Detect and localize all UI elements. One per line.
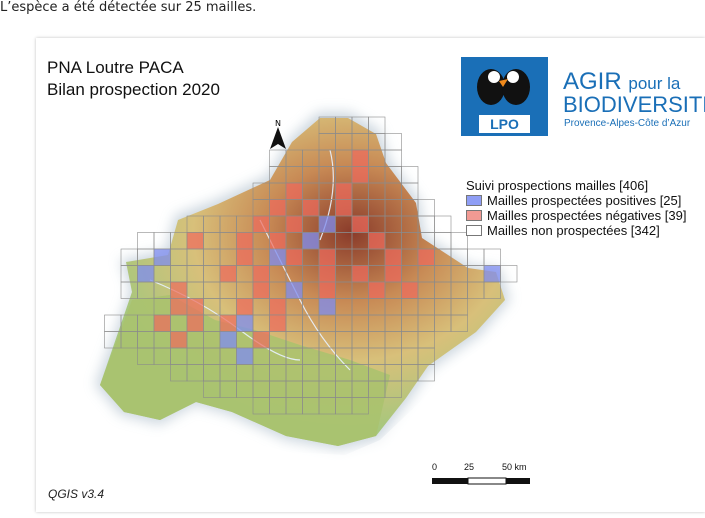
map-legend: Suivi prospections mailles [406] Mailles… [466, 178, 686, 238]
scale-bar [432, 477, 530, 485]
legend-item-negative: Mailles prospectées négatives [39] [466, 208, 686, 223]
lpo-text: LPO [490, 116, 519, 132]
scale-tick-25: 25 [464, 462, 475, 472]
cell-negative [318, 281, 336, 299]
cell-unsurveyed [384, 380, 402, 398]
cell-negative [335, 199, 353, 217]
sea-area [90, 335, 520, 470]
scale-tick-50: 50 km [502, 462, 527, 472]
cell-negative [269, 199, 287, 217]
cell-positive [285, 281, 303, 299]
map-title-line2: Bilan prospection 2020 [47, 80, 220, 99]
cell-negative [401, 281, 419, 299]
north-arrow-icon: N [270, 119, 286, 149]
cell-unsurveyed [137, 232, 155, 250]
cell-negative [170, 331, 188, 349]
cell-negative [351, 149, 369, 167]
cell-negative [252, 281, 270, 299]
cell-unsurveyed [384, 133, 402, 151]
cell-unsurveyed [417, 364, 435, 382]
map-title-line1: PNA Loutre PACA [47, 58, 184, 77]
legend-item-unsurveyed: Mailles non prospectées [342] [466, 223, 686, 238]
cell-positive [219, 331, 237, 349]
cell-negative [236, 232, 254, 250]
cell-negative [186, 232, 204, 250]
cell-negative [285, 248, 303, 266]
cell-negative [285, 182, 303, 200]
cell-negative [186, 298, 204, 316]
cell-negative [368, 232, 386, 250]
cell-unsurveyed [483, 248, 501, 266]
cell-negative [219, 314, 237, 332]
legend-swatch-negative [466, 210, 482, 221]
cell-unsurveyed [467, 248, 485, 266]
cell-unsurveyed [500, 265, 518, 283]
puffin-icon: LPO [477, 69, 530, 133]
cell-negative [269, 232, 287, 250]
cell-negative [269, 314, 287, 332]
cell-negative [236, 298, 254, 316]
cell-positive [318, 298, 336, 316]
cell-negative [384, 248, 402, 266]
cell-negative [252, 331, 270, 349]
cell-positive [318, 215, 336, 233]
agir-logo-text: AGIR pour la [563, 70, 680, 94]
cell-positive [483, 265, 501, 283]
north-label: N [275, 119, 281, 128]
scale-tick-0: 0 [432, 462, 438, 472]
cell-negative [153, 314, 171, 332]
software-credit: QGIS v3.4 [48, 487, 105, 501]
lpo-logo: LPO [461, 57, 548, 136]
legend-title: Suivi prospections mailles [406] [466, 178, 649, 193]
cell-unsurveyed [434, 215, 452, 233]
legend-label-negative: Mailles prospectées négatives [39] [487, 208, 687, 223]
cell-negative [170, 281, 188, 299]
cell-negative [302, 199, 320, 217]
cell-negative [252, 215, 270, 233]
legend-label-unsurveyed: Mailles non prospectées [342] [487, 223, 660, 238]
cell-negative [170, 298, 188, 316]
cell-negative [318, 265, 336, 283]
cell-unsurveyed [450, 314, 468, 332]
cell-positive [236, 347, 254, 365]
agir-word: AGIR [563, 68, 622, 95]
cell-negative [252, 265, 270, 283]
cell-negative [351, 166, 369, 184]
cell-negative [368, 281, 386, 299]
cell-negative [186, 314, 204, 332]
cell-negative [335, 182, 353, 200]
cell-positive [153, 248, 171, 266]
cell-negative [318, 248, 336, 266]
legend-label-positive: Mailles prospectées positives [25] [487, 193, 682, 208]
page-caption: L’espèce a été détectée sur 25 mailles. [0, 0, 257, 15]
cell-positive [137, 265, 155, 283]
legend-swatch-positive [466, 195, 482, 206]
cell-negative [285, 215, 303, 233]
grid-cells [104, 116, 518, 415]
cell-negative [219, 265, 237, 283]
cell-positive [236, 314, 254, 332]
region-name: Provence-Alpes-Côte d’Azur [564, 118, 691, 129]
cell-unsurveyed [483, 281, 501, 299]
cell-negative [351, 265, 369, 283]
cell-negative [269, 298, 287, 316]
cell-negative [351, 215, 369, 233]
legend-swatch-unsurveyed [466, 225, 482, 236]
cell-positive [269, 248, 287, 266]
biodiversite-word: BIODIVERSITÉ [563, 92, 705, 117]
legend-item-positive: Mailles prospectées positives [25] [466, 193, 686, 208]
pour-la-word: pour la [628, 74, 681, 93]
cell-positive [302, 232, 320, 250]
cell-negative [384, 265, 402, 283]
cell-unsurveyed [351, 397, 369, 415]
cell-negative [236, 248, 254, 266]
cell-negative [417, 248, 435, 266]
